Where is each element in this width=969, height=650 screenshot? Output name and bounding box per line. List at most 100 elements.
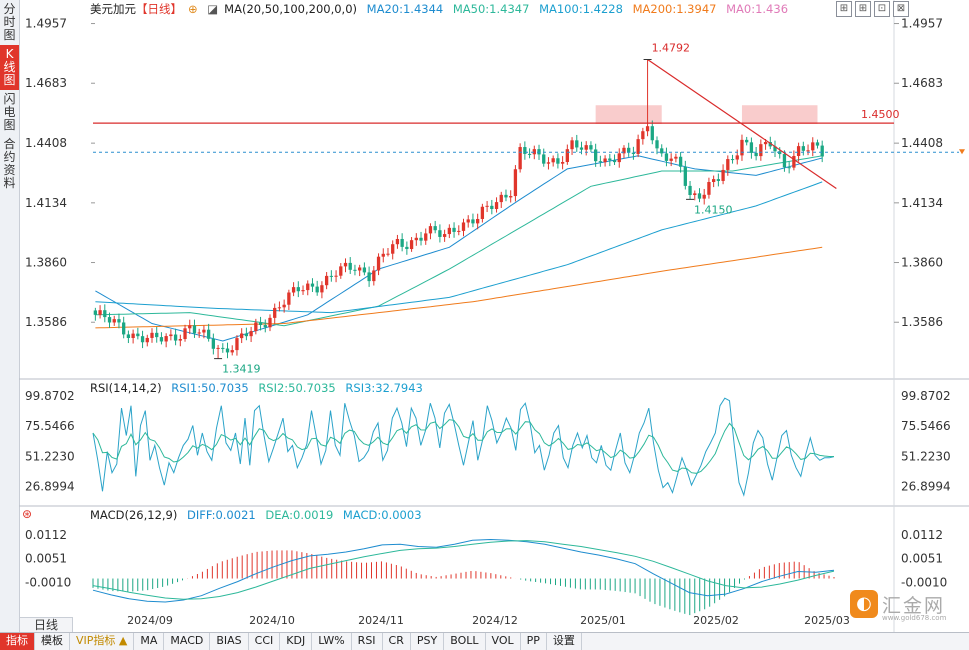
candle-body-111: [617, 153, 621, 163]
toolbar-item-5[interactable]: BIAS: [210, 633, 249, 650]
toolbar-item-8[interactable]: LW%: [312, 633, 352, 650]
rsi-legend-name: RSI(14,14,2): [90, 381, 162, 395]
candle-body-8: [131, 333, 135, 338]
toolbar-item-9[interactable]: RSI: [352, 633, 383, 650]
candle-body-31: [240, 333, 244, 339]
rsi-label-right-2: 51.2230: [901, 449, 951, 463]
toolbar-item-10[interactable]: CR: [383, 633, 411, 650]
candle-body-51: [334, 275, 338, 277]
toolbar-item-0[interactable]: 指标: [0, 633, 35, 650]
side-tab-2[interactable]: 闪 电 图: [3, 92, 16, 132]
candle-body-21: [192, 325, 197, 334]
candle-body-2: [103, 310, 107, 318]
candle-body-12: [150, 332, 154, 338]
toolbar-item-12[interactable]: BOLL: [444, 633, 486, 650]
x-label-6: 2025/03: [804, 614, 850, 627]
toolbar-item-4[interactable]: MACD: [164, 633, 211, 650]
x-label-5: 2025/02: [693, 614, 739, 627]
x-label-0: 2024/09: [127, 614, 173, 627]
candle-body-144: [773, 146, 777, 152]
candle-body-26: [216, 347, 220, 349]
candle-body-29: [230, 350, 234, 353]
period-tab-daily[interactable]: 日线: [19, 617, 73, 634]
toolbar-item-6[interactable]: CCI: [249, 633, 281, 650]
candle-body-46: [310, 283, 315, 287]
candle-body-33: [249, 331, 253, 337]
candle-body-50: [329, 275, 333, 277]
candle-body-52: [339, 266, 343, 276]
macd-label-left-1: 0.0051: [25, 552, 67, 566]
candle-body-9: [136, 333, 140, 337]
candle-body-64: [395, 238, 400, 245]
close-icon[interactable]: ⊠: [893, 1, 909, 17]
candle-body-63: [391, 244, 395, 254]
candle-body-30: [235, 338, 239, 351]
candle-body-96: [546, 162, 551, 164]
candle-body-102: [575, 140, 579, 148]
candle-body-27: [221, 347, 225, 349]
candle-body-37: [268, 317, 272, 328]
macd-legend-diff: DIFF:0.0021: [187, 508, 256, 522]
toolbar-item-13[interactable]: VOL: [486, 633, 521, 650]
side-tab-1[interactable]: K 线 图: [0, 45, 19, 90]
macd-legend-dea: DEA:0.0019: [265, 508, 334, 522]
toolbar-item-3[interactable]: MA: [134, 633, 165, 650]
macd-legend-name: MACD(26,12,9): [90, 508, 178, 522]
candle-body-71: [428, 226, 433, 234]
side-tab-3[interactable]: 合 约 资 料: [3, 137, 16, 190]
legend-settings-icon[interactable]: ⊕: [188, 2, 198, 16]
trendline: [647, 58, 837, 189]
candle-body-124: [678, 156, 683, 167]
candle-body-95: [542, 154, 546, 164]
logo-url: www.gold678.com: [882, 614, 947, 622]
candle-body-20: [188, 325, 192, 329]
line-ma200: [95, 246, 823, 329]
legend-period[interactable]: 【日线】: [136, 2, 182, 16]
candle-body-88: [509, 196, 513, 198]
annotation-label-2: 1.3419: [222, 363, 261, 376]
candle-body-139: [749, 142, 754, 153]
candle-body-150: [801, 146, 805, 151]
candle-body-120: [660, 148, 664, 154]
candle-body-45: [306, 283, 310, 291]
maximize-icon[interactable]: ⊡: [874, 1, 890, 17]
rsi-label-left-0: 99.8702: [25, 389, 75, 403]
candle-body-101: [570, 140, 574, 150]
candle-body-3: [107, 317, 112, 323]
toolbar-item-1[interactable]: 模板: [35, 633, 70, 650]
rsi-legend-rsi2: RSI2:50.7035: [258, 381, 336, 395]
candle-body-90: [518, 147, 522, 170]
toolbar-item-2[interactable]: VIP指标 ▲: [70, 633, 135, 650]
toolbar-item-14[interactable]: PP: [521, 633, 547, 650]
candle-body-25: [211, 338, 216, 349]
candle-body-7: [126, 334, 131, 338]
candle-body-42: [291, 287, 296, 293]
candle-body-61: [381, 253, 385, 257]
toolbar-item-7[interactable]: KDJ: [280, 633, 313, 650]
layout-grid-icon[interactable]: ⊞: [836, 1, 852, 17]
macd-settings-icon[interactable]: ⊛: [22, 507, 33, 521]
candle-body-132: [716, 179, 721, 181]
rsi-legend-rsi3: RSI3:32.7943: [345, 381, 423, 395]
candle-body-100: [565, 149, 569, 163]
candle-body-123: [674, 156, 678, 159]
layout-split-icon[interactable]: ⊞: [855, 1, 871, 17]
candle-body-117: [645, 126, 650, 132]
side-tab-0[interactable]: 分 时 图: [3, 2, 16, 42]
candle-body-133: [721, 169, 725, 181]
rsi-label-right-0: 99.8702: [901, 389, 951, 403]
candle-body-136: [735, 155, 739, 160]
candle-body-131: [711, 179, 716, 183]
macd-label-left-0: 0.0112: [25, 528, 67, 542]
macd-label-right-0: 0.0112: [901, 528, 943, 542]
candle-body-72: [433, 226, 437, 231]
rsi-line: [92, 397, 835, 497]
candle-body-43: [296, 287, 300, 292]
candle-body-22: [197, 332, 201, 334]
candle-body-75: [447, 227, 451, 235]
candle-body-118: [650, 126, 654, 141]
toolbar-item-15[interactable]: 设置: [547, 633, 582, 650]
candle-body-99: [560, 162, 565, 164]
toolbar-item-11[interactable]: PSY: [411, 633, 445, 650]
rsi-label-left-3: 26.8994: [25, 479, 75, 493]
